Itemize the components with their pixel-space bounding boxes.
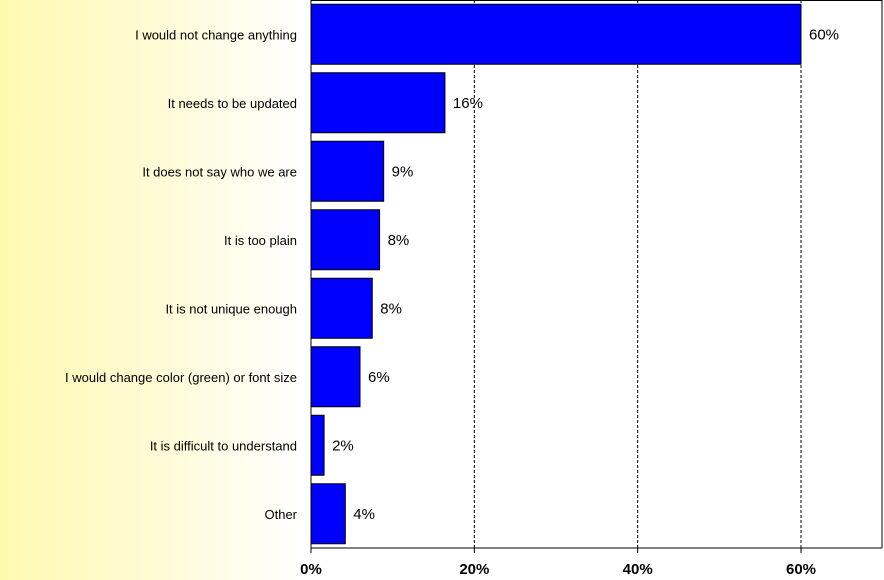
data-label: 16%	[453, 95, 483, 112]
category-label: I would change color (green) or font siz…	[65, 370, 297, 385]
data-label: 2%	[332, 437, 354, 454]
data-label: 60%	[809, 26, 839, 43]
bar	[310, 3, 802, 65]
bar	[310, 72, 446, 134]
value-labels: 60% 16% 9% 8% 8% 6% 2% 4%	[332, 26, 839, 523]
category-label: It is not unique enough	[165, 301, 297, 316]
data-label: 8%	[380, 300, 402, 317]
x-tick-label: 60%	[786, 561, 816, 578]
x-tick-label: 0%	[300, 561, 322, 578]
x-axis-ticks: 0% 20% 40% 60%	[300, 548, 816, 578]
x-tick-label: 20%	[459, 561, 489, 578]
category-label: It is difficult to understand	[150, 438, 297, 453]
category-label: It does not say who we are	[142, 164, 297, 179]
category-label: I would not change anything	[135, 27, 297, 42]
category-label: Other	[264, 507, 297, 522]
x-tick-label: 40%	[623, 561, 653, 578]
bar	[310, 209, 381, 271]
bar	[310, 140, 385, 202]
bar	[310, 277, 373, 339]
category-label: It is too plain	[224, 233, 297, 248]
bar	[310, 414, 325, 476]
data-label: 4%	[353, 506, 375, 523]
data-label: 8%	[388, 232, 410, 249]
category-label: It needs to be updated	[168, 96, 297, 111]
category-labels: I would not change anything It needs to b…	[65, 27, 298, 522]
gridlines	[473, 0, 802, 548]
bar	[310, 346, 361, 408]
data-label: 9%	[392, 163, 414, 180]
bar	[310, 483, 346, 545]
data-label: 6%	[368, 369, 390, 386]
